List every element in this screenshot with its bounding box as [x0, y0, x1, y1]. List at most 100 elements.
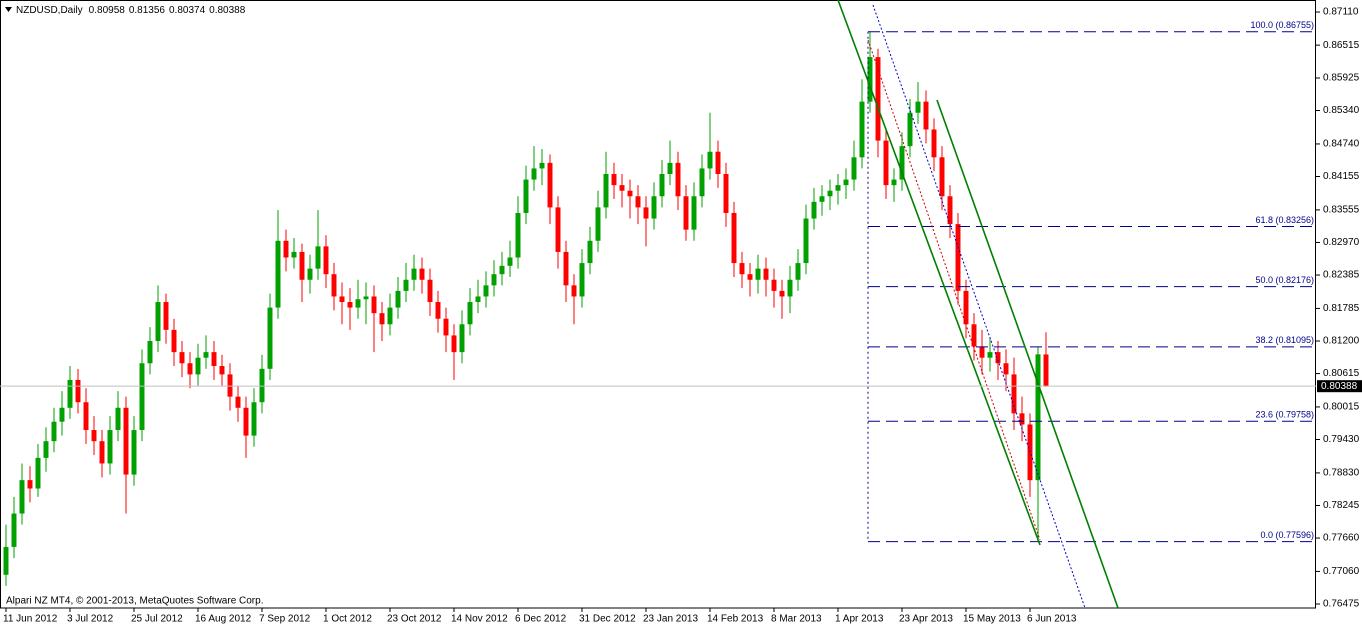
candle-body	[843, 179, 849, 186]
candle-body	[923, 101, 929, 130]
candle-body	[259, 368, 265, 403]
candle-body	[995, 352, 1001, 364]
candle-body	[787, 279, 793, 297]
candle-body	[491, 274, 497, 286]
y-tick-label: 0.77060	[1323, 566, 1360, 577]
x-tick-label: 14 Feb 2013	[707, 614, 764, 625]
candle-body	[579, 263, 585, 297]
x-tick-label: 31 Dec 2012	[579, 614, 636, 625]
candle-body	[963, 290, 969, 325]
candle-body	[635, 196, 641, 208]
candle-body	[75, 379, 81, 403]
candle-body	[507, 257, 513, 266]
x-tick-label: 1 Apr 2013	[835, 614, 884, 625]
candle-body	[179, 352, 185, 364]
candle-body	[523, 179, 529, 213]
candle-body	[899, 146, 905, 180]
x-tick-label: 15 May 2013	[963, 614, 1021, 625]
candle-body	[411, 268, 417, 280]
candle-body	[339, 296, 345, 303]
candle-body	[123, 407, 129, 475]
candle-body	[443, 318, 449, 336]
candle-body	[3, 546, 9, 575]
x-tick-label: 6 Jun 2013	[1027, 614, 1077, 625]
candle-body	[851, 157, 857, 180]
fib-label: 0.0 (0.77596)	[1260, 530, 1314, 540]
candle-body	[747, 274, 753, 280]
y-tick-label: 0.84155	[1323, 171, 1360, 182]
candle-body	[195, 357, 201, 375]
candle-body	[187, 363, 193, 375]
candle-body	[291, 251, 297, 258]
x-tick-label: 7 Sep 2012	[259, 614, 311, 625]
candle-body	[467, 302, 473, 325]
y-tick-label: 0.81785	[1323, 303, 1360, 314]
candle-body	[459, 324, 465, 353]
candle-body	[819, 196, 825, 202]
plot-frame	[0, 0, 1316, 609]
candle-body	[1011, 374, 1017, 414]
candle-body	[243, 407, 249, 436]
candle-body	[595, 207, 601, 241]
y-tick-label: 0.84740	[1323, 139, 1360, 150]
candle-body	[1003, 363, 1009, 375]
candle-body	[283, 240, 289, 258]
y-tick-label: 0.80615	[1323, 368, 1360, 379]
candle-body	[11, 513, 17, 547]
candle-body	[267, 307, 273, 369]
low-value: 0.80374	[169, 5, 206, 16]
candle-body	[675, 162, 681, 197]
candle-body	[347, 302, 353, 308]
candle-body	[107, 430, 113, 464]
fib-label: 50.0 (0.82176)	[1255, 275, 1314, 285]
candle-body	[363, 296, 369, 300]
candle-body	[699, 168, 705, 197]
x-tick-label: 23 Oct 2012	[387, 614, 442, 625]
candle-body	[475, 296, 481, 303]
candle-body	[627, 190, 633, 197]
candle-body	[859, 101, 865, 158]
x-tick-label: 16 Aug 2012	[195, 614, 252, 625]
candle-body	[19, 480, 25, 514]
candle-body	[43, 441, 49, 458]
candle-body	[131, 430, 137, 475]
candle-body	[307, 268, 313, 280]
candle-body	[395, 290, 401, 308]
candle-body	[939, 157, 945, 197]
candle-body	[763, 268, 769, 280]
candle-body	[987, 352, 993, 358]
candle-body	[603, 174, 609, 208]
candle-body	[683, 196, 689, 230]
candle-body	[891, 179, 897, 186]
candle-body	[147, 340, 153, 364]
candle-body	[539, 162, 545, 169]
trend-line	[837, 0, 1041, 546]
candle-body	[155, 302, 161, 341]
x-tick-label: 25 Jul 2012	[131, 614, 183, 625]
y-tick-label: 0.87110	[1323, 7, 1359, 18]
candle-body	[427, 279, 433, 303]
y-tick-label: 0.82970	[1323, 237, 1360, 248]
y-tick-label: 0.83555	[1323, 205, 1360, 216]
close-value: 0.80388	[209, 5, 246, 16]
y-tick-label: 0.81200	[1323, 336, 1360, 347]
trend-line	[872, 4, 1086, 609]
candle-body	[275, 240, 281, 308]
candle-body	[755, 268, 761, 280]
candle-body	[163, 302, 169, 330]
candle-body	[499, 265, 505, 275]
x-tick-label: 11 Jun 2012	[3, 614, 58, 625]
candle-body	[563, 251, 569, 286]
candle-body	[971, 324, 977, 347]
candle-body	[619, 185, 625, 191]
candle-body	[1035, 354, 1041, 481]
candle-body	[691, 196, 697, 230]
y-tick-label: 0.77660	[1323, 533, 1360, 544]
candle-body	[35, 457, 41, 489]
candle-body	[139, 363, 145, 431]
y-tick-label: 0.82385	[1323, 270, 1360, 281]
symbol: NZDUSD,Daily	[16, 5, 83, 16]
x-tick-label: 1 Oct 2012	[323, 614, 372, 625]
candle-body	[771, 279, 777, 291]
candle-body	[451, 335, 457, 353]
